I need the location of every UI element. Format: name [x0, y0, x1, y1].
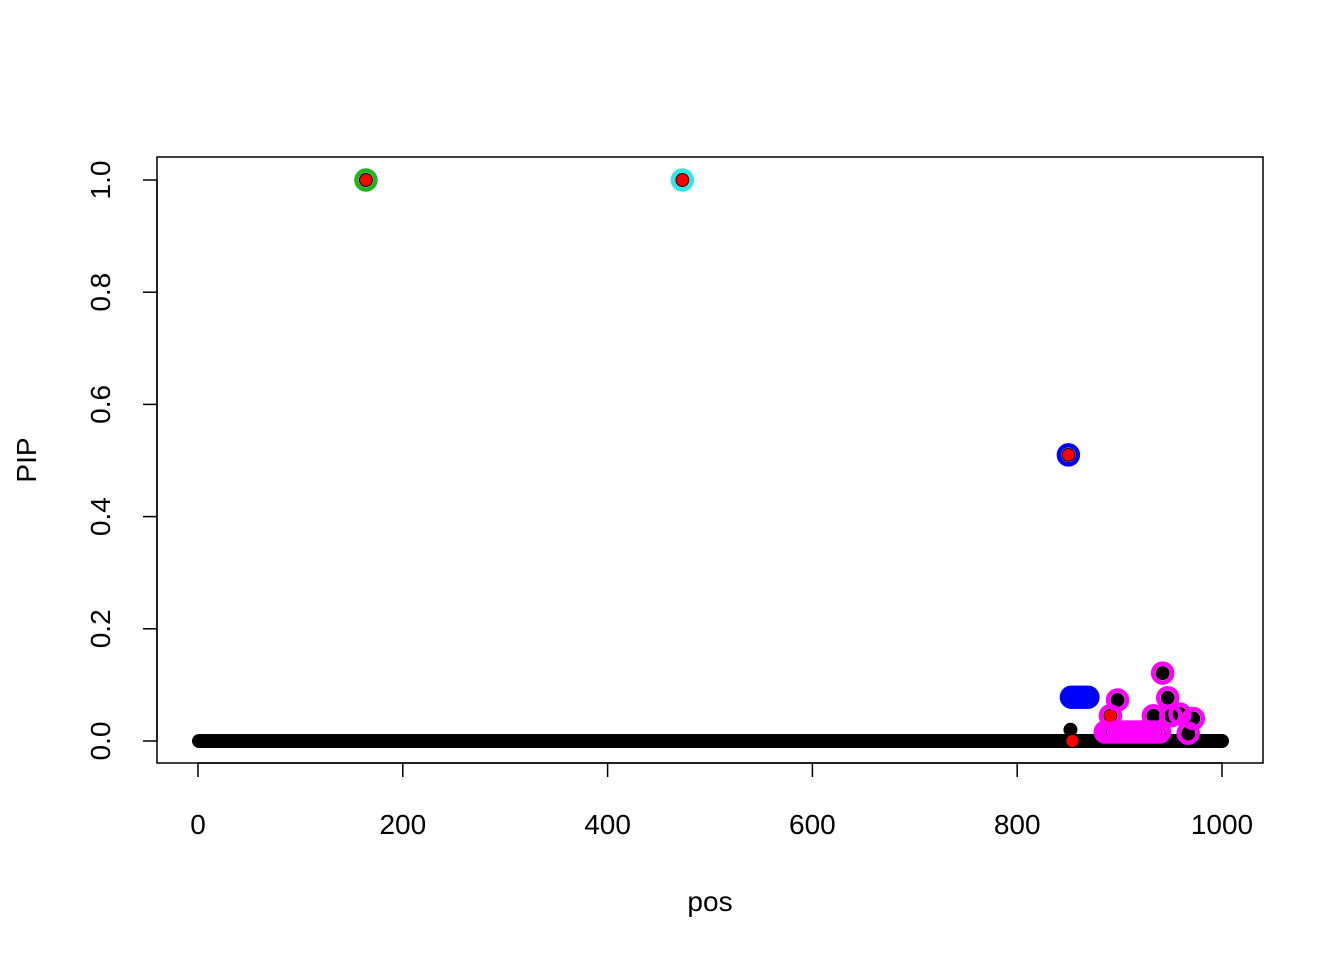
true-effect-point: [1104, 709, 1117, 722]
points-layer: [192, 168, 1229, 748]
credible-set-ring: [1181, 706, 1206, 731]
pip-point: [1155, 666, 1170, 681]
plot-frame: [156, 156, 1264, 764]
credible-set-ring: [1159, 704, 1183, 728]
pip-point: [1146, 708, 1161, 723]
x-tick-label: 800: [994, 809, 1041, 840]
credible-set-ring: [1150, 661, 1175, 685]
y-tick-label: 0.0: [85, 722, 116, 761]
x-tick-label: 200: [379, 809, 426, 840]
credible-set-ring: [354, 168, 378, 192]
credible-set-ring: [1105, 688, 1130, 712]
true-effect-point: [1066, 735, 1079, 747]
pip-point: [1110, 693, 1125, 708]
credible-set-ring: [1168, 702, 1192, 726]
y-tick-label: 0.6: [85, 385, 116, 424]
y-tick-label: 1.0: [85, 161, 116, 200]
credible-set-ring: [1176, 721, 1200, 745]
x-axis-label: pos: [687, 886, 732, 917]
y-tick-label: 0.8: [85, 273, 116, 312]
axes: 0 200 400 600 800 1000 0.0 0.2 0.4 0.6 0.8 1.0: [85, 161, 1253, 840]
true-effect-point: [359, 174, 372, 186]
x-tick-label: 400: [584, 809, 631, 840]
y-axis-label: PIP: [11, 437, 42, 482]
x-tick-label: 1000: [1191, 809, 1253, 840]
credible-set-ring: [1147, 720, 1172, 744]
y-tick-label: 0.4: [85, 497, 116, 536]
pip-point: [1160, 690, 1175, 705]
x-tick-label: 0: [190, 809, 206, 840]
credible-set-ring: [1056, 443, 1081, 467]
x-tick-label: 600: [789, 809, 836, 840]
credible-set-ring: [670, 168, 695, 192]
true-effect-point: [676, 174, 689, 186]
true-effect-point: [1062, 448, 1075, 461]
pip-point: [1063, 722, 1078, 737]
pip-point: [1215, 734, 1229, 748]
y-tick-label: 0.2: [85, 609, 116, 648]
credible-set-ring: [1076, 685, 1100, 709]
